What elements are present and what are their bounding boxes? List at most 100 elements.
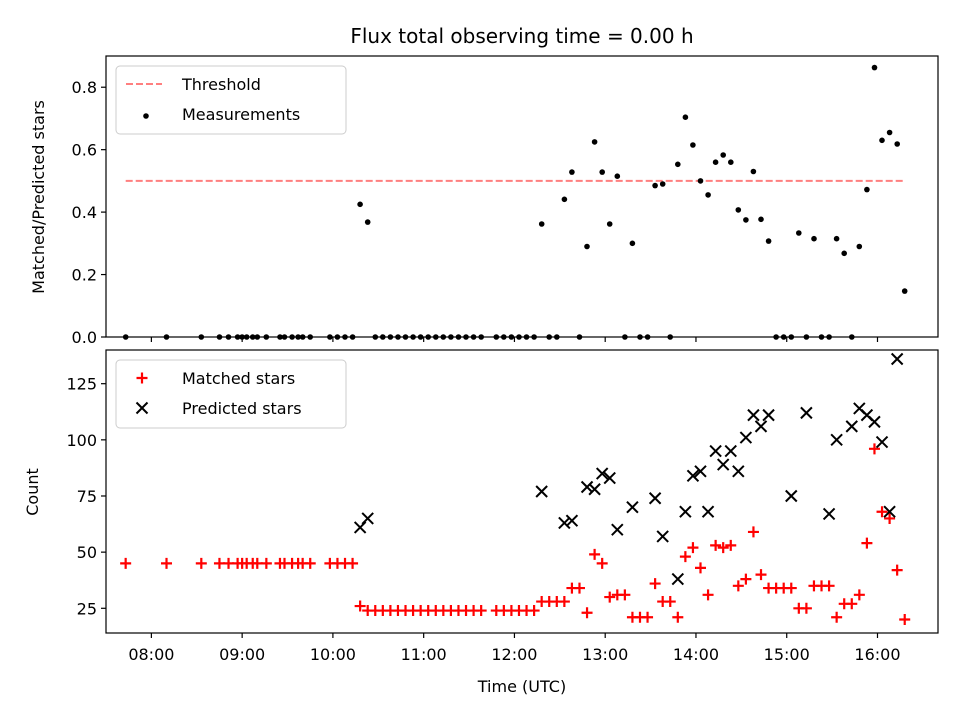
matched-stars-point <box>899 614 911 626</box>
legend-label: Measurements <box>182 105 300 124</box>
matched-stars-point <box>861 537 873 549</box>
predicted-stars-point <box>353 521 367 534</box>
matched-stars-point <box>304 557 316 569</box>
x-tick-label: 16:00 <box>854 645 900 664</box>
predicted-stars-point <box>648 492 662 505</box>
predicted-stars-point <box>800 406 813 420</box>
measurement-point <box>538 221 545 227</box>
bottom-y-tick-label: 125 <box>66 375 97 394</box>
predicted-stars-point <box>686 469 700 482</box>
matched-stars-point <box>581 607 593 619</box>
predicted-stars-point <box>830 433 843 447</box>
matched-stars-point <box>884 512 896 524</box>
matched-stars-point <box>354 600 366 612</box>
measurement-point <box>584 243 590 250</box>
measurement-point <box>705 192 711 198</box>
matched-stars-point <box>195 557 207 569</box>
measurement-point <box>728 159 734 165</box>
measurement-point <box>856 243 863 250</box>
predicted-stars-point <box>883 505 896 518</box>
measurement-point <box>599 169 605 175</box>
predicted-stars-point <box>875 435 889 449</box>
measurement-point <box>561 196 568 203</box>
matched-stars-point <box>642 611 654 623</box>
predicted-stars-point <box>701 505 715 518</box>
bottom-y-tick-label: 75 <box>77 487 97 506</box>
x-tick-label: 15:00 <box>764 645 810 664</box>
bottom-y-tick-label: 50 <box>77 543 97 562</box>
measurement-point <box>886 129 893 136</box>
predicted-stars-point <box>845 420 858 433</box>
measurement-point <box>871 64 878 71</box>
matched-stars-point <box>664 596 676 608</box>
matched-stars-point <box>161 557 173 569</box>
measurement-point <box>743 217 749 223</box>
top-axes-frame <box>105 55 939 338</box>
matched-stars-point <box>868 443 880 455</box>
top-legend: Threshold Measurements <box>115 65 347 135</box>
predicted-stars-point <box>822 507 836 521</box>
matched-stars-point <box>717 542 729 554</box>
matched-stars-point <box>573 582 585 594</box>
bottom-y-axis-label: Count <box>23 468 42 516</box>
x-tick-label: 08:00 <box>128 645 174 664</box>
measurement-point <box>796 230 802 236</box>
matched-stars-point <box>755 569 767 581</box>
predicted-stars-point <box>588 483 601 496</box>
measurement-point <box>879 137 885 144</box>
measurement-point <box>690 142 696 148</box>
matched-stars-point <box>702 589 714 601</box>
measurement-point <box>697 178 704 184</box>
matched-stars-point <box>853 589 865 601</box>
predicted-stars-point <box>694 465 707 478</box>
bottom-y-tick-label: 25 <box>77 599 97 618</box>
measurement-point <box>675 161 681 168</box>
predicted-stars-point <box>732 465 745 478</box>
predicted-stars-point <box>558 516 571 530</box>
legend-predicted-swatch <box>135 401 149 415</box>
matched-stars-point <box>687 542 699 554</box>
predicted-stars-point <box>724 444 737 458</box>
matched-stars-point <box>891 564 903 576</box>
matched-stars-point <box>260 557 272 569</box>
measurement-point <box>750 168 757 175</box>
measurement-point <box>735 207 742 213</box>
bottom-x-axis-label: Time (UTC) <box>477 677 566 696</box>
measurement-point <box>864 186 870 193</box>
top-y-axis-label: Matched/Predicted stars <box>29 100 48 294</box>
matched-stars-point <box>747 526 759 538</box>
predicted-stars-point <box>709 444 722 458</box>
matched-stars-point <box>649 578 661 590</box>
measurement-point <box>765 238 772 244</box>
matched-stars-point <box>732 580 744 592</box>
predicted-stars-point <box>762 408 775 422</box>
top-y-tick-label: 0.6 <box>72 141 97 160</box>
x-tick-label: 09:00 <box>219 645 265 664</box>
predicted-stars-point <box>671 572 685 586</box>
measurement-point <box>682 114 689 120</box>
matched-stars-point <box>596 557 608 569</box>
predicted-stars-point <box>785 489 798 503</box>
matched-stars-point <box>740 573 752 585</box>
bottom-axes-frame <box>105 349 939 634</box>
predicted-stars-point <box>565 514 579 527</box>
x-tick-label: 11:00 <box>401 645 447 664</box>
legend-matched-swatch <box>136 372 148 384</box>
measurement-point <box>659 181 666 187</box>
x-tick-label: 13:00 <box>582 645 628 664</box>
bottom-legend: Matched stars Predicted stars <box>115 359 347 429</box>
matched-stars-point <box>604 591 616 603</box>
measurement-point <box>606 221 613 227</box>
predicted-stars-point <box>747 408 760 422</box>
matched-stars-point <box>831 611 843 623</box>
measurement-point <box>591 139 598 145</box>
legend-label: Matched stars <box>182 369 295 388</box>
top-y-tick-label: 0.8 <box>72 78 97 97</box>
bottom-plot-area <box>120 352 911 626</box>
legend-box <box>115 359 347 429</box>
predicted-stars-point <box>626 501 639 514</box>
measurement-point <box>712 159 719 165</box>
matched-stars-point <box>725 539 737 551</box>
top-y-tick-label: 0.4 <box>72 203 97 222</box>
legend-label: Threshold <box>181 75 261 94</box>
